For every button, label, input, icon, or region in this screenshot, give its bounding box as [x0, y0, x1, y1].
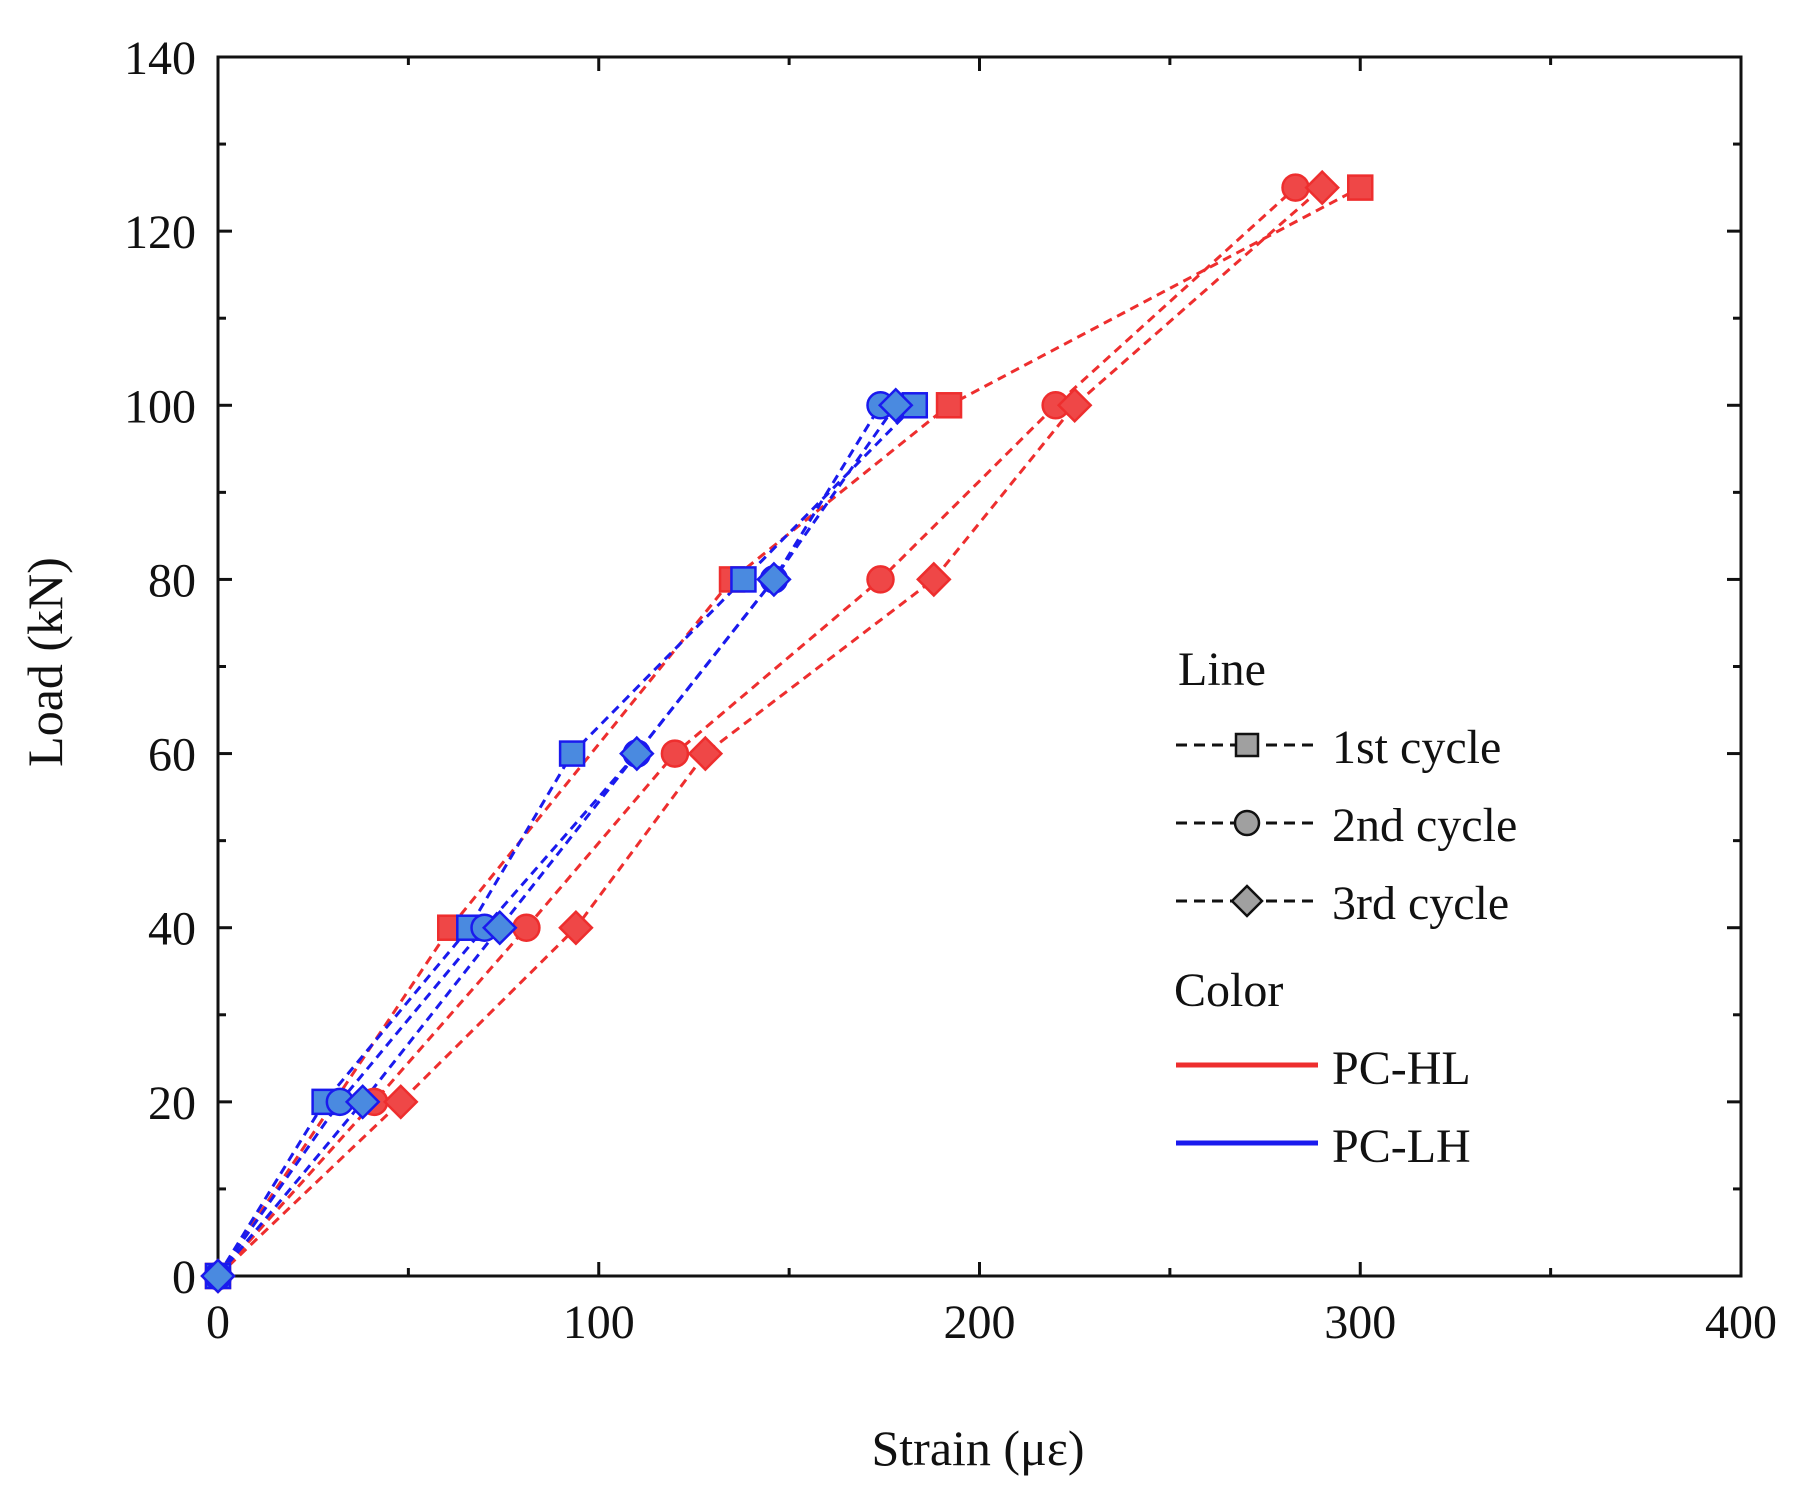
legend-marker-diamond [1230, 884, 1264, 918]
legend-label-2nd-cycle: 2nd cycle [1332, 799, 1517, 852]
y-tick-label: 140 [124, 32, 196, 85]
data-point-pc-hl-diamond [558, 909, 594, 946]
data-point-pc-hl-diamond [1056, 387, 1093, 424]
x-tick-label: 300 [1324, 1296, 1396, 1349]
axis-ticks: 0 100 200 300 400 0 20 40 60 80 100 120 140 [124, 32, 1777, 1349]
y-tick-label: 100 [124, 380, 196, 433]
data-point-pc-hl-circle [866, 565, 895, 594]
x-axis-title: Strain (με) [871, 1420, 1084, 1476]
y-axis-title: Load (kN) [17, 557, 73, 767]
data-point-pc-hl-square [1347, 174, 1374, 201]
data-point-pc-lh-square [558, 740, 586, 767]
series-line-pc-lh-3 [216, 404, 897, 1277]
y-tick-label: 20 [148, 1077, 196, 1130]
data-point-pc-lh-diamond [344, 1084, 381, 1120]
y-tick-label: 80 [148, 554, 196, 607]
legend-label-1st-cycle: 1st cycle [1332, 721, 1501, 774]
legend-color-heading: Color [1174, 964, 1283, 1017]
data-point-pc-hl-square [935, 392, 963, 419]
x-tick-label: 200 [944, 1296, 1016, 1349]
data-series [200, 169, 1374, 1294]
data-point-pc-lh-diamond [619, 735, 655, 772]
legend-label-pc-hl: PC-HL [1332, 1042, 1471, 1095]
data-point-pc-hl-diamond [1304, 169, 1340, 206]
x-tick-label: 100 [563, 1296, 635, 1349]
legend-marker-square [1234, 732, 1260, 758]
data-point-pc-hl-diamond [916, 561, 952, 598]
y-tick-label: 0 [172, 1251, 196, 1304]
data-point-pc-lh-diamond [877, 387, 914, 424]
data-point-pc-hl-diamond [687, 735, 724, 772]
data-point-pc-lh-diamond [481, 909, 518, 946]
legend-marker-circle [1233, 809, 1261, 837]
y-tick-label: 60 [148, 729, 196, 782]
series-line-pc-lh-1 [216, 404, 916, 1277]
x-tick-label: 400 [1705, 1296, 1777, 1349]
series-markers [200, 169, 1374, 1294]
data-point-pc-lh-diamond [200, 1258, 236, 1294]
legend: Line 1st cycle 2nd cycle 3rd cycle Color… [1174, 643, 1517, 1173]
data-point-pc-lh-square [730, 566, 757, 593]
data-point-pc-lh-diamond [756, 561, 792, 598]
y-tick-label: 120 [124, 206, 196, 259]
x-tick-label: 0 [206, 1296, 230, 1349]
data-point-pc-hl-diamond [382, 1084, 419, 1120]
legend-line-heading: Line [1178, 643, 1266, 696]
y-tick-label: 40 [148, 903, 196, 956]
axis-titles: Strain (με) Load (kN) [17, 557, 1085, 1476]
legend-label-3rd-cycle: 3rd cycle [1332, 877, 1509, 930]
legend-marks [1176, 732, 1318, 1146]
data-point-pc-hl-circle [660, 739, 690, 768]
legend-label-pc-lh: PC-LH [1332, 1120, 1471, 1173]
